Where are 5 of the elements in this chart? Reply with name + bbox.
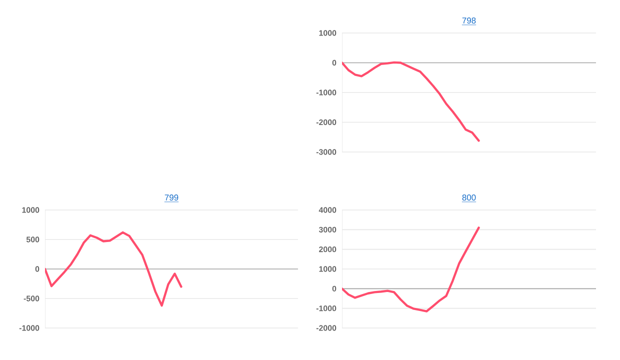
chart-title: 800: [462, 194, 476, 201]
chart-title: 799: [164, 194, 178, 201]
line-series: [342, 61, 480, 142]
line-series: [45, 231, 182, 307]
chart-title: 798: [462, 18, 476, 24]
